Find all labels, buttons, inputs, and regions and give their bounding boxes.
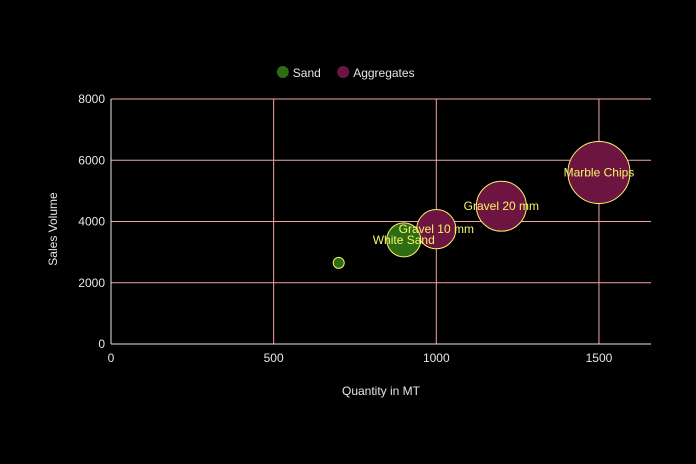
y-tick-label: 0 [98, 337, 105, 351]
legend: Sand Aggregates [276, 66, 415, 80]
bubble-point [386, 222, 422, 258]
legend-marker [337, 66, 350, 78]
y-axis-title: Sales Volume [46, 192, 60, 266]
x-tick-label: 1000 [423, 351, 450, 365]
x-tick-label: 1500 [586, 351, 613, 365]
y-tick-label: 2000 [78, 276, 105, 290]
bubble-data-label: Marble Chips [564, 166, 635, 180]
axes: 0 2000 4000 6000 8000 0 500 1000 1500 [78, 92, 651, 365]
bubble-data-label: Gravel 10 mm [399, 222, 474, 236]
x-axis-title: Quantity in MT [342, 384, 421, 398]
legend-label: Sand [293, 66, 321, 80]
y-tick-label: 8000 [78, 92, 105, 106]
y-tick-label: 4000 [78, 215, 105, 229]
legend-label: Aggregates [353, 66, 414, 80]
x-tick-label: 500 [264, 351, 284, 365]
bubbles [332, 141, 631, 269]
bubble-point [332, 256, 345, 269]
y-tick-label: 6000 [78, 153, 105, 167]
bubble-data-label: Gravel 20 mm [464, 199, 539, 213]
legend-marker [276, 66, 289, 78]
x-tick-label: 0 [108, 351, 115, 365]
bubble-point [567, 141, 631, 204]
bubble-point [475, 180, 527, 232]
bubble-data-label: White Sand [373, 233, 435, 247]
gridlines [111, 98, 651, 344]
